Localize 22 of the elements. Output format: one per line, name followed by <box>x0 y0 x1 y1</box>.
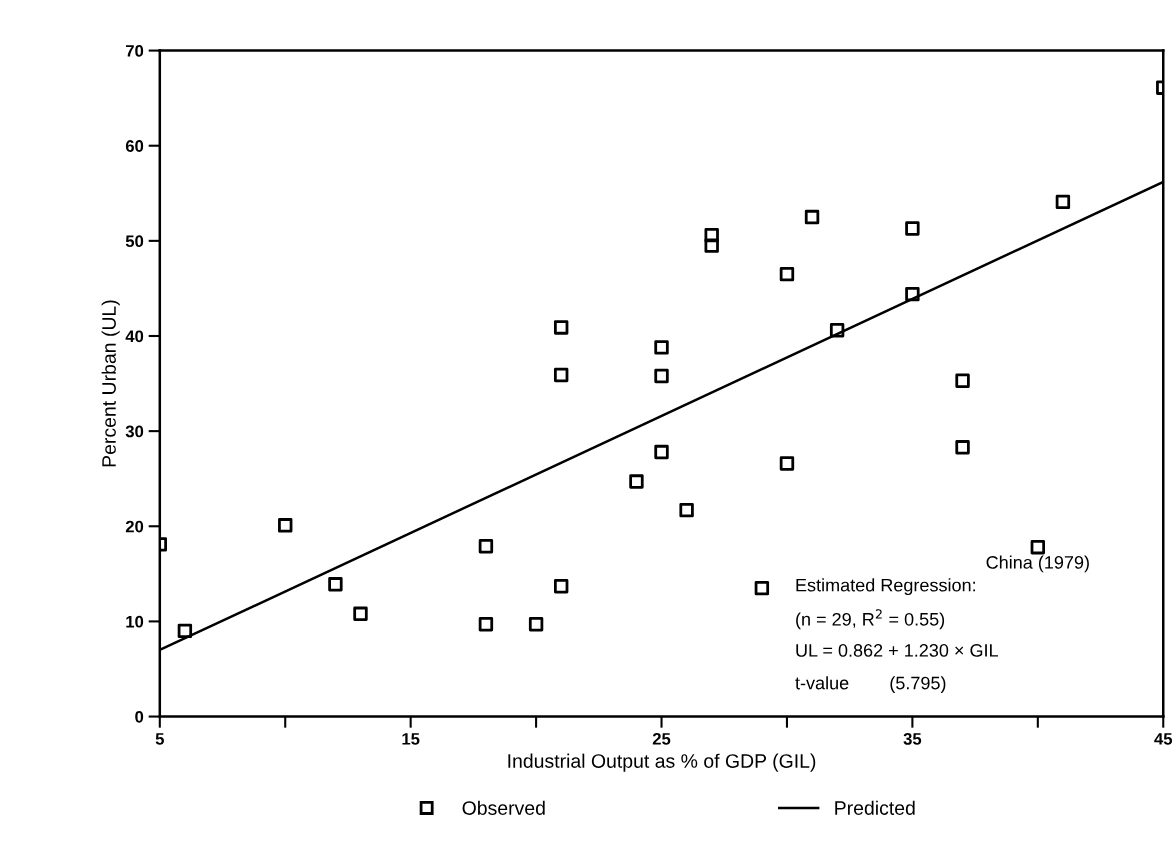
annotation: Estimated Regression: <box>796 578 975 596</box>
y-tick-label: 30 <box>125 425 144 438</box>
x-tick-label: 5 <box>155 733 164 745</box>
y-tick-label: 50 <box>125 235 144 248</box>
legend-label: Predicted <box>835 800 915 815</box>
x-axis-title: Industrial Output as % of GDP (GIL) <box>508 753 816 772</box>
y-tick-label: 20 <box>125 520 144 533</box>
y-tick-label: 40 <box>125 330 144 343</box>
annotation: (n = 29, R$^{2}$ = 0.55) <box>796 609 945 630</box>
y-tick-label: 70 <box>126 44 144 57</box>
x-tick-label: 25 <box>652 732 671 745</box>
y-axis-title: Percent Urban (UL) <box>101 300 120 467</box>
x-tick-label: 45 <box>1154 733 1173 745</box>
y-tick-label: 0 <box>135 710 144 723</box>
legend-label: Observed <box>462 800 545 815</box>
x-tick-label: 35 <box>903 732 922 745</box>
annotation: t-value (5.795) <box>795 676 946 693</box>
y-tick-label: 60 <box>125 140 144 152</box>
y-tick-label: 10 <box>126 615 144 628</box>
x-tick-label: 15 <box>402 733 420 745</box>
annotation: China (1979) <box>986 555 1089 573</box>
annotation: UL = 0.862 + 1.230 × GIL <box>796 644 998 657</box>
